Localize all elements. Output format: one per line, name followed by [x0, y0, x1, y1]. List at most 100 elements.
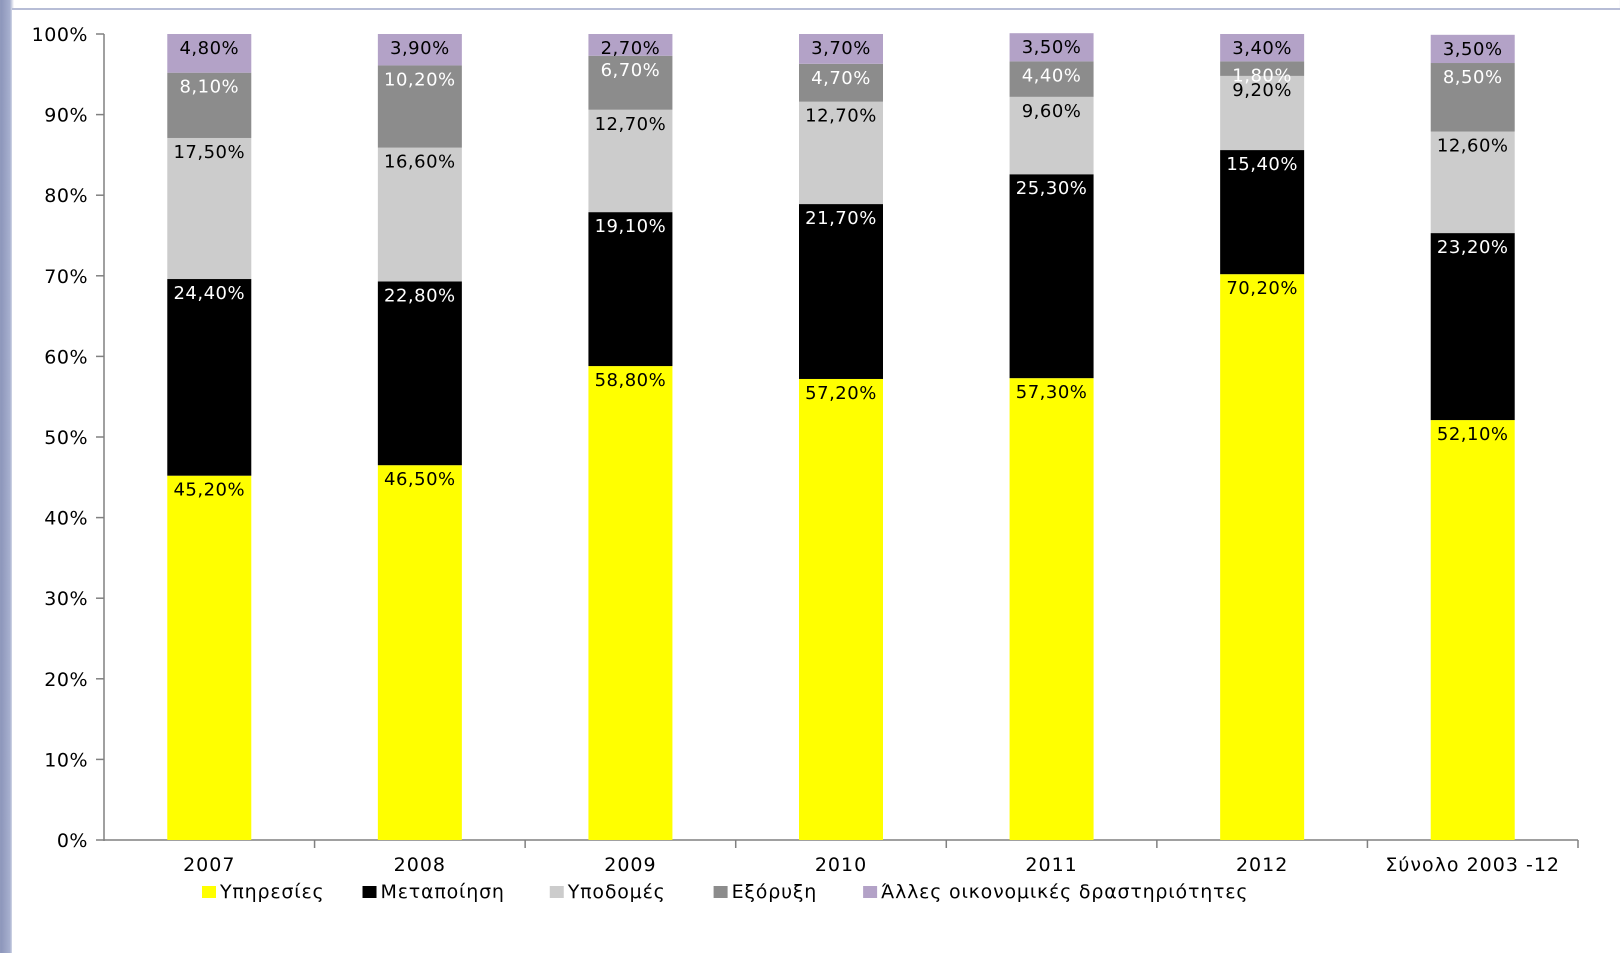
bar-segment [1430, 34, 1515, 64]
data-label: 4,40% [1022, 65, 1082, 86]
data-label: 58,80% [595, 370, 667, 391]
bar-segment [377, 34, 462, 66]
legend-swatch [713, 886, 728, 898]
legend-swatch [549, 886, 564, 898]
data-label: 24,40% [173, 283, 245, 304]
data-label: 12,70% [595, 114, 667, 135]
legend-label: Υποδομές [567, 881, 666, 903]
legend-swatch [863, 886, 878, 898]
bar-segment [1220, 150, 1305, 275]
data-label: 6,70% [601, 60, 661, 81]
x-tick-label: 2012 [1236, 854, 1288, 876]
bar-segment [1009, 96, 1094, 175]
data-label: 23,20% [1437, 237, 1509, 258]
data-label: 3,50% [1022, 37, 1082, 58]
bar-segment [588, 109, 673, 213]
bar-segment [167, 475, 252, 840]
data-label: 70,20% [1226, 278, 1298, 299]
bar-segment [167, 137, 252, 280]
bar-segment [799, 34, 883, 64]
data-label: 21,70% [805, 208, 877, 229]
y-tick-label: 70% [44, 266, 88, 288]
data-labels: 45,20% 24,40% 17,50% 8,10% 4,80% 46,50% 22,80%… [173, 37, 1508, 500]
bar-segment [1430, 233, 1515, 421]
data-label: 57,30% [1016, 382, 1088, 403]
data-label: 2,70% [601, 38, 661, 59]
y-tick-label: 10% [44, 749, 88, 771]
legend: Υπηρεσίες Μεταποίηση Υποδομές Εξόρυξη Άλλες … [202, 881, 1248, 903]
data-label: 12,60% [1437, 136, 1509, 157]
bar-segment [167, 279, 252, 476]
y-tick-label: 60% [44, 346, 88, 368]
bar-segment [167, 34, 252, 73]
bar-segment [1009, 174, 1094, 379]
data-label: 3,40% [1232, 38, 1292, 59]
data-label: 16,60% [384, 152, 456, 173]
x-tick-label: 2011 [1025, 854, 1077, 876]
legend-swatch [362, 886, 377, 898]
bar-segment [377, 465, 462, 840]
data-label: 3,50% [1443, 39, 1503, 60]
bar-segment [799, 378, 883, 840]
bar-segment [1220, 75, 1305, 151]
bar-segment [799, 101, 883, 205]
bar-segment [1220, 34, 1305, 62]
bar-segment [1220, 274, 1305, 840]
y-tick-label: 30% [44, 588, 88, 610]
y-tick-label: 80% [44, 185, 88, 207]
x-tick-label: Σύνολο 2003 -12 [1385, 854, 1560, 876]
data-label: 25,30% [1016, 178, 1088, 199]
data-label: 9,60% [1022, 101, 1082, 122]
data-label: 3,90% [390, 38, 450, 59]
y-tick-label: 50% [44, 427, 88, 449]
data-label: 10,20% [384, 69, 456, 90]
data-label: 45,20% [173, 480, 245, 501]
legend-label: Εξόρυξη [732, 881, 818, 903]
bar-segment [377, 281, 462, 466]
data-label: 4,70% [811, 68, 871, 89]
bar-segment [1430, 63, 1515, 132]
bar-segment [1430, 420, 1515, 840]
bar-segment [1430, 131, 1515, 234]
y-tick-label: 100% [32, 24, 88, 46]
data-label: 19,10% [595, 216, 667, 237]
data-label: 8,10% [179, 77, 239, 98]
bar-segment [799, 204, 883, 379]
bar-segment [167, 72, 252, 138]
data-label: 52,10% [1437, 424, 1509, 445]
bar-segment [377, 147, 462, 282]
y-tick-label: 40% [44, 508, 88, 530]
bar-segment [1220, 61, 1305, 76]
data-label: 3,70% [811, 38, 871, 59]
bar-segment [1009, 378, 1094, 840]
bar-segment [1009, 33, 1094, 62]
x-tick-label: 2007 [183, 854, 235, 876]
legend-label: Υπηρεσίες [219, 881, 325, 903]
bar-segment [588, 34, 673, 56]
x-tick-label: 2008 [394, 854, 446, 876]
y-tick-label: 20% [44, 669, 88, 691]
legend-swatch [202, 886, 216, 898]
data-label: 17,50% [173, 142, 245, 163]
data-label: 57,20% [805, 383, 877, 404]
axes: 0% 10% 20% 30% 40% 50% 60% 70% 80% 90% 100% 2007 200… [32, 24, 1579, 876]
data-label: 15,40% [1226, 154, 1298, 175]
data-label: 4,80% [179, 38, 239, 59]
bar-segment [588, 55, 673, 110]
bar-segment [1009, 61, 1094, 97]
legend-label: Μεταποίηση [381, 881, 505, 903]
bar-segment [799, 63, 883, 102]
bar-segment [588, 212, 673, 367]
legend-label: Άλλες οικονομικές δραστηριότητες [881, 881, 1248, 903]
data-label: 12,70% [805, 106, 877, 127]
stacked-bar-chart: 0% 10% 20% 30% 40% 50% 60% 70% 80% 90% 100% 2007 200… [32, 24, 1579, 903]
data-label: 22,80% [384, 285, 456, 306]
y-tick-label: 0% [57, 830, 88, 852]
data-label: 46,50% [384, 469, 456, 490]
data-label: 9,20% [1232, 80, 1292, 101]
y-tick-label: 90% [44, 105, 88, 127]
bar-segment [377, 65, 462, 148]
data-label: 8,50% [1443, 67, 1503, 88]
bar-segment [588, 366, 673, 840]
x-tick-label: 2009 [604, 854, 656, 876]
